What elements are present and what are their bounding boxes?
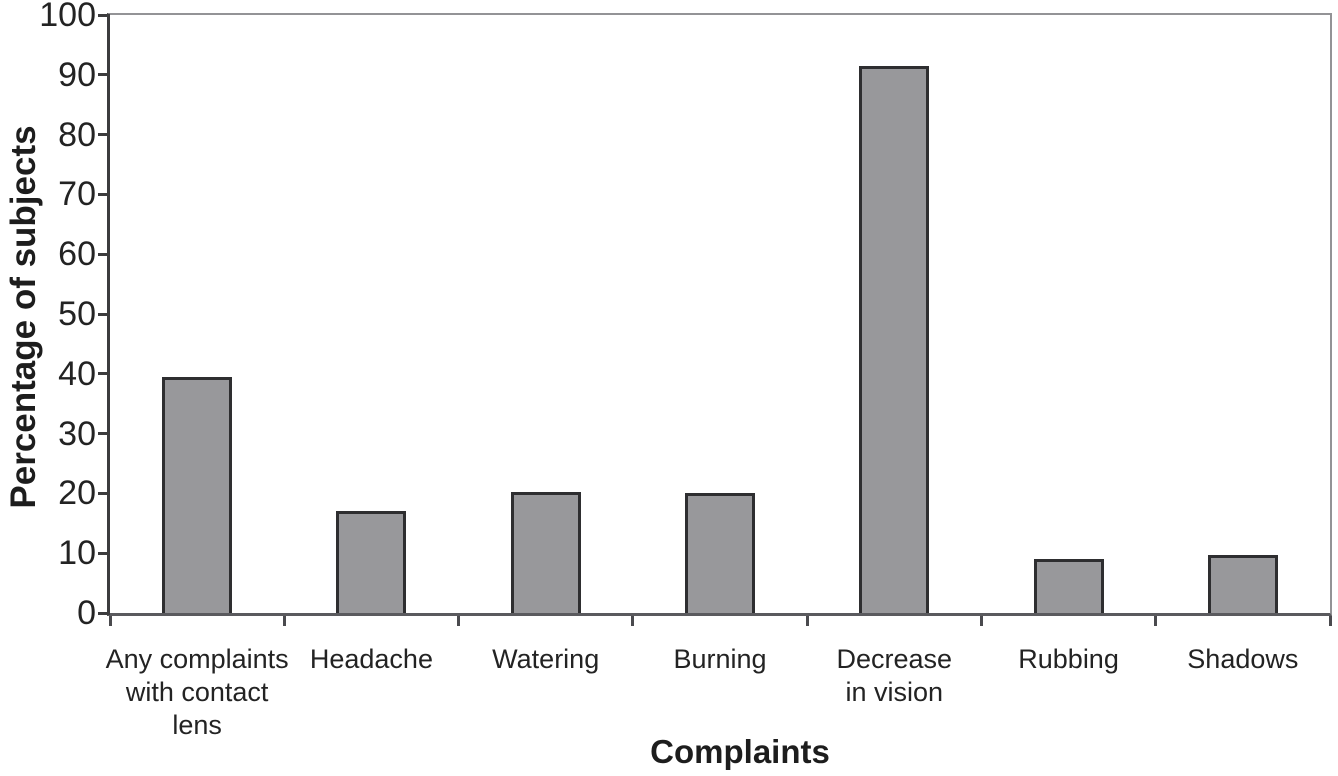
bar-shadows: [1207, 555, 1278, 613]
x-category-label: Rubbing: [1018, 644, 1119, 674]
y-tick: [98, 13, 110, 17]
y-tick: [98, 432, 110, 436]
y-tick: [98, 312, 110, 316]
bar-rubbing: [1033, 559, 1104, 613]
bar-watering: [510, 491, 581, 613]
x-tick: [805, 616, 809, 626]
x-tick: [1328, 616, 1332, 626]
y-tick-label: 20: [58, 474, 96, 513]
x-tick: [282, 616, 286, 626]
y-tick-label: 30: [58, 414, 96, 453]
x-category-label: Headache: [309, 644, 433, 674]
y-tick: [98, 611, 110, 615]
x-category-label: Shadows: [1187, 644, 1299, 674]
y-tick-label: 80: [58, 115, 96, 154]
x-tick: [108, 616, 112, 626]
x-tick: [979, 616, 983, 626]
y-tick: [98, 133, 110, 137]
x-category-label: Burning: [673, 644, 767, 674]
y-tick-label: 90: [58, 55, 96, 94]
bar-headache: [336, 511, 407, 613]
y-tick: [98, 192, 110, 196]
y-tick: [98, 73, 110, 77]
y-tick: [98, 372, 110, 376]
x-axis-title: Complaints: [650, 733, 830, 770]
y-tick: [98, 491, 110, 495]
y-tick: [98, 252, 110, 256]
y-tick-label: 40: [58, 354, 96, 393]
y-tick-label: 100: [39, 0, 96, 34]
y-tick-label: 60: [58, 235, 96, 274]
bar-burning: [685, 493, 755, 613]
y-tick-label: 0: [77, 594, 96, 632]
x-category-label: Decrease in vision: [836, 644, 953, 707]
bar-decrease-in-vision: [859, 65, 930, 613]
bar-any-complaints-with-contact-lens: [162, 376, 233, 613]
y-tick-label: 70: [58, 175, 96, 214]
plot-area: [107, 13, 1332, 616]
x-tick: [1154, 616, 1158, 626]
y-tick-label: 50: [58, 295, 96, 333]
x-category-label: Any complaints with contact lens: [105, 644, 289, 740]
x-category-label: Watering: [492, 644, 600, 674]
x-tick: [631, 616, 635, 626]
y-tick-label: 10: [58, 534, 96, 573]
x-tick: [457, 616, 461, 626]
y-tick: [98, 551, 110, 555]
